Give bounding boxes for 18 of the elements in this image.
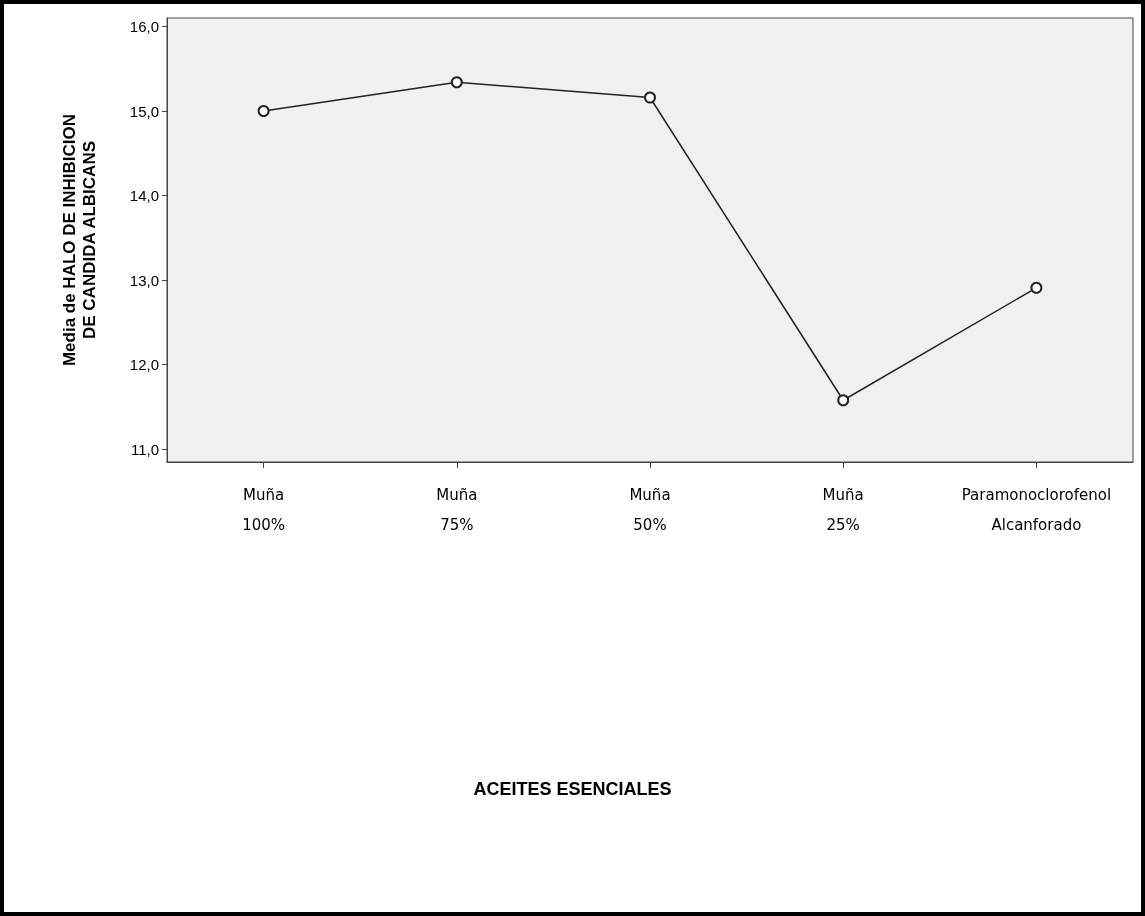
x-tick-label: Muña 50% xyxy=(629,486,671,534)
y-tick-label: 14,0 xyxy=(129,187,159,205)
point xyxy=(644,91,656,104)
point xyxy=(837,394,850,407)
x-tick-label: Muña 100% xyxy=(242,486,286,534)
point xyxy=(257,105,270,118)
x-tick-label: Muña 25% xyxy=(822,486,864,534)
y-tick-label: 12,0 xyxy=(129,356,159,374)
point xyxy=(450,76,463,89)
y-tick-label: 13,0 xyxy=(129,271,159,289)
y-axis-title: Media de HALO DE INHIBICION DE CANDIDA ALBICANS xyxy=(59,113,99,367)
point xyxy=(1030,281,1043,294)
text: ACEITES ESENCIALES xyxy=(473,779,672,799)
y-tick-label: 16,0 xyxy=(129,17,159,35)
x-tick-label: Muña 75% xyxy=(436,486,478,534)
y-tick-label: 15,0 xyxy=(129,102,159,120)
x-tick-label: Paramonoclorofenol Alcanforado xyxy=(961,486,1112,534)
y-tick-label: 11,0 xyxy=(130,440,159,458)
